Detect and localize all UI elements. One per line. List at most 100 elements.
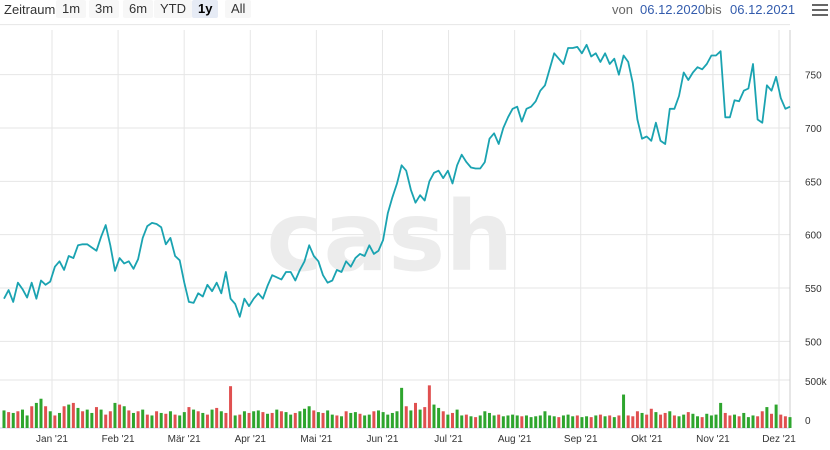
volume-bar bbox=[765, 407, 769, 428]
volume-bar bbox=[44, 406, 48, 428]
volume-bar bbox=[353, 412, 357, 428]
y-tick-label: 750 bbox=[805, 71, 822, 82]
volume-bar bbox=[483, 411, 487, 428]
volume-bar bbox=[229, 386, 233, 428]
volume-bar bbox=[321, 412, 325, 428]
volume-bar bbox=[501, 416, 505, 428]
volume-bar bbox=[145, 414, 149, 428]
x-tick-label: Feb '21 bbox=[102, 434, 135, 445]
volume-bar bbox=[48, 411, 52, 428]
volume-bar bbox=[594, 415, 598, 428]
volume-bar bbox=[756, 416, 760, 428]
volume-bar bbox=[686, 412, 690, 428]
volume-bar bbox=[261, 412, 265, 428]
volume-bar bbox=[589, 417, 593, 428]
volume-tick-label: 0 bbox=[805, 416, 811, 427]
volume-bar bbox=[71, 402, 75, 428]
volume-bar bbox=[330, 414, 334, 428]
volume-bar bbox=[187, 407, 191, 428]
volume-bar bbox=[571, 416, 575, 428]
volume-bar bbox=[783, 416, 787, 428]
volume-bar bbox=[201, 412, 205, 428]
range-to-label: bis bbox=[705, 2, 722, 17]
volume-bar bbox=[53, 415, 57, 428]
volume-bar bbox=[418, 409, 422, 428]
volume-bar bbox=[437, 407, 441, 428]
volume-bar bbox=[432, 404, 436, 428]
volume-bar bbox=[16, 411, 20, 428]
volume-bar bbox=[737, 416, 741, 428]
volume-bar bbox=[233, 415, 237, 428]
volume-bar bbox=[238, 414, 242, 428]
volume-bar bbox=[409, 410, 413, 428]
zoom-6m-button[interactable]: 6m bbox=[123, 0, 154, 18]
volume-bar bbox=[104, 414, 108, 428]
grid-lines bbox=[0, 24, 791, 429]
volume-bar bbox=[390, 412, 394, 428]
volume-bar bbox=[94, 407, 98, 428]
x-axis-labels: Jan '21 Feb '21 Mär '21 Apr '21 Mai '21 Jun '… bbox=[36, 434, 796, 445]
volume-bar bbox=[672, 415, 676, 428]
volume-bar bbox=[326, 410, 330, 428]
volume-bar bbox=[691, 413, 695, 428]
volume-bar bbox=[205, 414, 209, 428]
volume-bar bbox=[178, 415, 182, 428]
volume-bar bbox=[497, 414, 501, 428]
volume-bar bbox=[608, 415, 612, 428]
zoom-ytd-button[interactable]: YTD bbox=[154, 0, 192, 18]
zoom-all-button[interactable]: All bbox=[225, 0, 252, 18]
volume-bar bbox=[696, 416, 700, 428]
volume-bar bbox=[774, 404, 778, 428]
volume-bar bbox=[598, 414, 602, 428]
volume-bar bbox=[659, 414, 663, 428]
volume-bar bbox=[349, 412, 353, 428]
volume-bar bbox=[284, 412, 288, 428]
volume-bar bbox=[57, 412, 61, 428]
watermark: cash bbox=[266, 181, 513, 293]
volume-bar bbox=[367, 414, 371, 428]
volume-bar bbox=[427, 385, 431, 428]
y-tick-label: 500 bbox=[805, 337, 822, 348]
volume-bar bbox=[298, 411, 302, 428]
volume-bar bbox=[7, 412, 11, 428]
volume-bar bbox=[344, 411, 348, 428]
x-tick-label: Sep '21 bbox=[564, 434, 598, 445]
volume-bar bbox=[751, 415, 755, 428]
zoom-1y-button[interactable]: 1y bbox=[192, 0, 219, 18]
volume-bar bbox=[524, 415, 528, 428]
volume-bar bbox=[557, 417, 561, 428]
volume-bar bbox=[580, 417, 584, 428]
volume-bar bbox=[386, 414, 390, 428]
volume-bar bbox=[20, 409, 24, 428]
volume-bar bbox=[2, 410, 6, 428]
volume-bar bbox=[640, 412, 644, 428]
volume-bar bbox=[603, 416, 607, 428]
volume-bar bbox=[511, 414, 515, 428]
range-to-input[interactable]: 06.12.2021 bbox=[730, 2, 796, 17]
range-from-input[interactable]: 06.12.2020 bbox=[640, 2, 706, 17]
volume-bar bbox=[534, 416, 538, 428]
volume-bar bbox=[617, 415, 621, 428]
x-tick-label: Dez '21 bbox=[762, 434, 796, 445]
x-tick-label: Aug '21 bbox=[498, 434, 532, 445]
volume-bar bbox=[723, 412, 727, 428]
volume-bar bbox=[192, 409, 196, 428]
volume-bar bbox=[631, 416, 635, 428]
y-tick-label: 550 bbox=[805, 284, 822, 295]
volume-bar bbox=[81, 411, 85, 428]
volume-bar bbox=[779, 414, 783, 428]
volume-bar bbox=[210, 409, 214, 428]
volume-bar bbox=[67, 404, 71, 428]
volume-bar bbox=[663, 412, 667, 428]
volume-bar bbox=[247, 412, 251, 428]
hamburger-menu-icon[interactable] bbox=[812, 4, 828, 18]
volume-bar bbox=[30, 406, 34, 428]
volume-bar bbox=[62, 406, 66, 428]
volume-bar bbox=[99, 409, 103, 428]
zoom-1m-button[interactable]: 1m bbox=[56, 0, 87, 18]
volume-bar bbox=[316, 412, 320, 428]
zoom-3m-button[interactable]: 3m bbox=[89, 0, 120, 18]
volume-bar bbox=[469, 416, 473, 428]
volume-bar bbox=[76, 407, 80, 428]
